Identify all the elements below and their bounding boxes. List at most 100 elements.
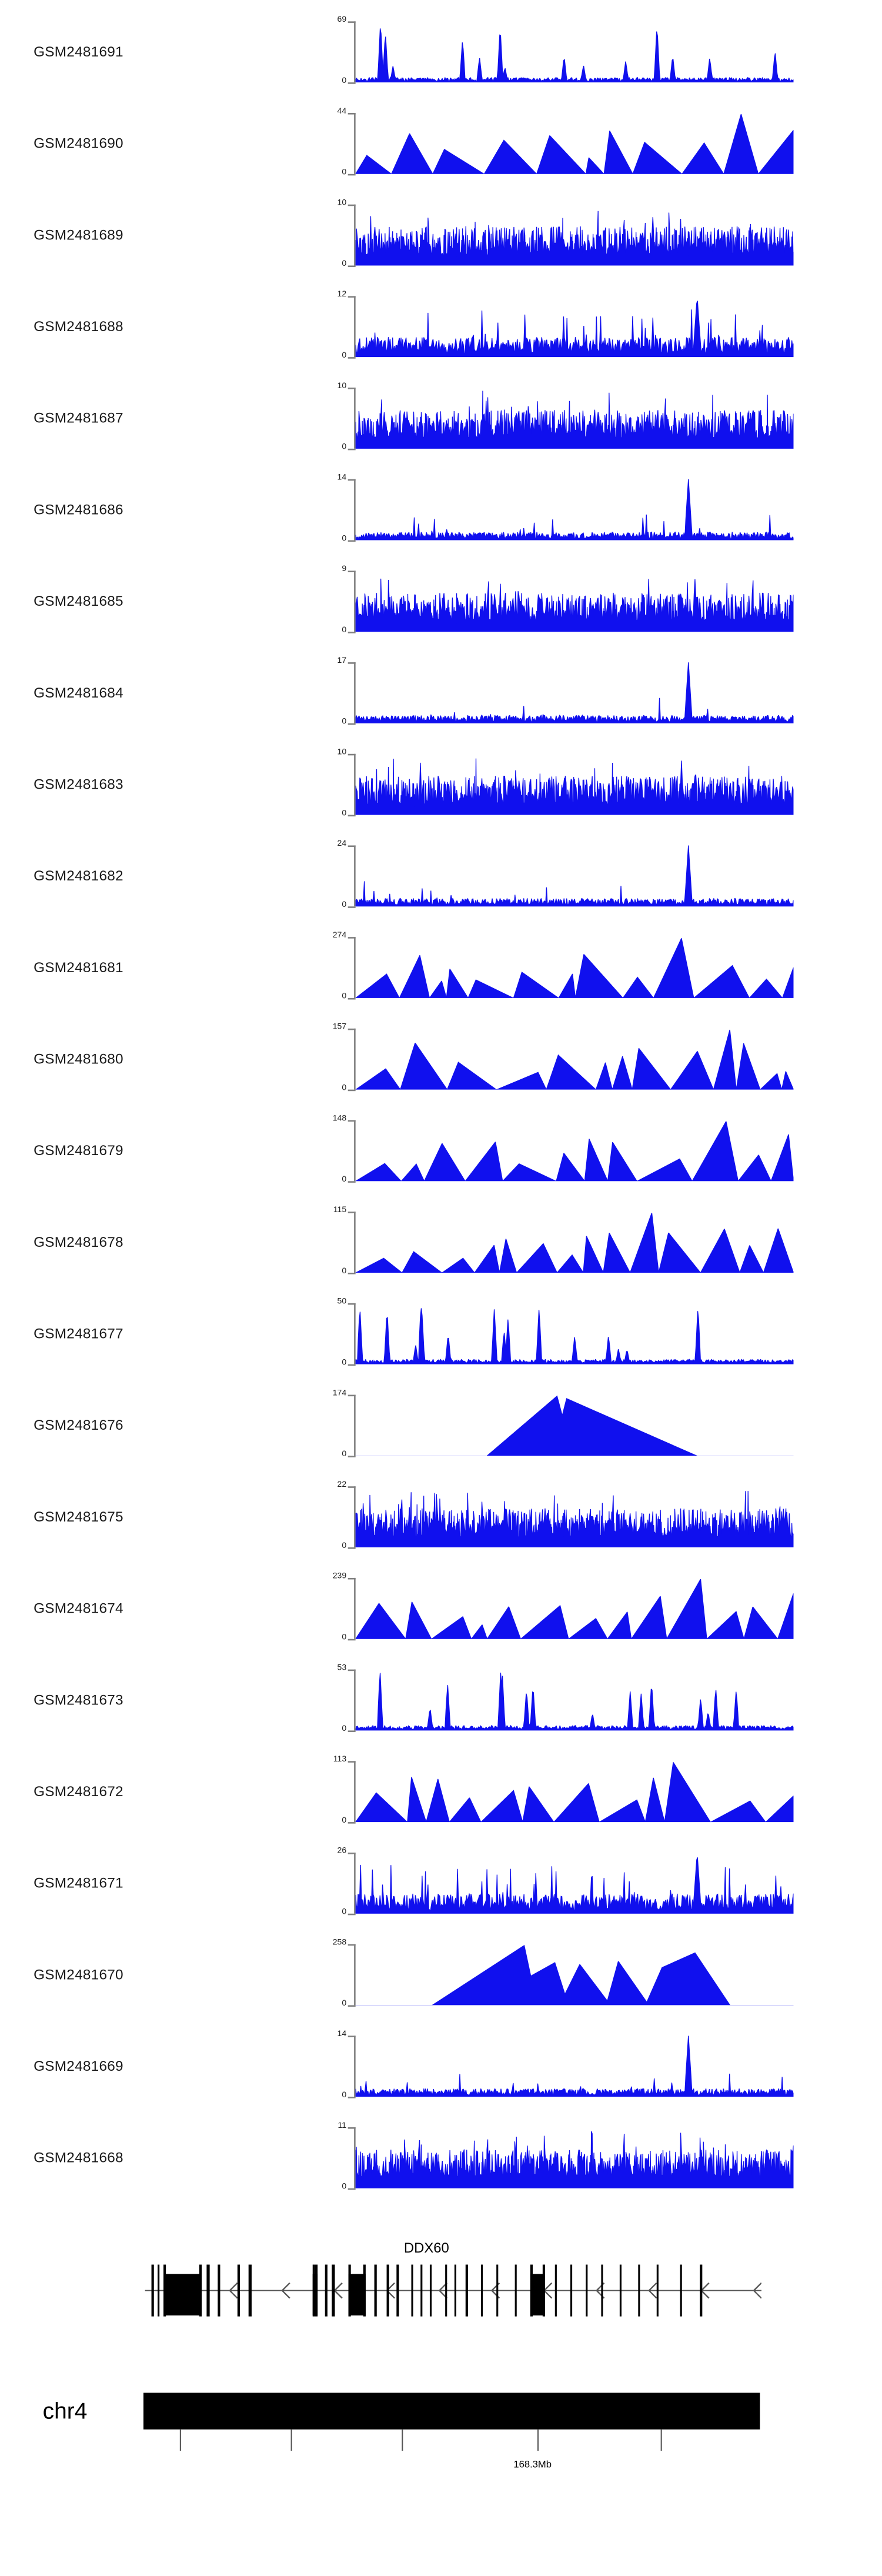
track-plot[interactable]: 69 0	[338, 16, 794, 86]
track-plot[interactable]: 274 0	[333, 932, 794, 1002]
signal-track[interactable]: GSM2481675 22 0	[0, 1481, 882, 1578]
y-axis-tick-min	[348, 1547, 356, 1549]
signal-track[interactable]: GSM2481691 69 0	[0, 16, 882, 113]
coordinate-ruler	[143, 2429, 760, 2451]
gene-annotation-track[interactable]: DDX60	[0, 2240, 882, 2341]
y-axis-max-value: 10	[337, 199, 347, 208]
signal-track[interactable]: GSM2481680 157 0	[0, 1023, 882, 1120]
signal-track[interactable]: GSM2481683 10 0	[0, 748, 882, 846]
y-axis-max-value: 113	[333, 1755, 347, 1765]
y-axis-line	[354, 1486, 356, 1548]
y-axis-max-value: 14	[337, 2030, 347, 2040]
signal-track[interactable]: GSM2481679 148 0	[0, 1115, 882, 1212]
y-axis-min-value: 0	[342, 1816, 347, 1826]
y-axis-min-value: 0	[342, 1359, 347, 1368]
coverage-wiggle	[355, 1029, 794, 1090]
signal-track[interactable]: GSM2481690 44 0	[0, 108, 882, 205]
chromosome-bar[interactable]	[143, 2393, 760, 2430]
y-axis-min-value: 0	[342, 168, 347, 178]
coverage-wiggle	[355, 1853, 794, 1914]
y-axis-line	[354, 1212, 356, 1273]
signal-track[interactable]: GSM2481671 26 0	[0, 1847, 882, 1944]
track-plot[interactable]: 44 0	[338, 108, 794, 178]
track-plot[interactable]: 53 0	[338, 1664, 794, 1734]
track-sample-label: GSM2481669	[34, 2057, 123, 2074]
coverage-wiggle	[355, 296, 794, 358]
y-axis-max-value: 11	[338, 2121, 347, 2131]
track-plot[interactable]: 14 0	[338, 2030, 794, 2100]
y-axis-min-value: 0	[342, 1633, 347, 1643]
track-sample-label: GSM2481676	[34, 1416, 123, 1433]
signal-track[interactable]: GSM2481674 239 0	[0, 1573, 882, 1670]
coverage-wiggle	[355, 479, 794, 540]
y-axis-max-value: 12	[337, 290, 347, 300]
track-sample-label: GSM2481681	[34, 958, 123, 976]
signal-track[interactable]: GSM2481678 115 0	[0, 1206, 882, 1303]
y-axis-line	[354, 388, 356, 449]
y-axis-min-value: 0	[342, 1541, 347, 1551]
track-plot[interactable]: 12 0	[338, 291, 794, 361]
track-plot[interactable]: 11 0	[338, 2122, 794, 2192]
track-plot[interactable]: 148 0	[333, 1115, 794, 1184]
signal-track[interactable]: GSM2481689 10 0	[0, 199, 882, 296]
y-axis-max-value: 26	[337, 1847, 347, 1856]
track-plot[interactable]: 26 0	[338, 1847, 794, 1917]
y-axis-tick-max	[348, 1028, 356, 1030]
y-axis-tick-max	[348, 1394, 356, 1397]
y-axis-min-value: 0	[342, 1450, 347, 1460]
track-sample-label: GSM2481679	[34, 1141, 123, 1159]
y-axis-min-value: 0	[342, 1999, 347, 2009]
track-plot[interactable]: 113 0	[333, 1756, 794, 1826]
signal-track[interactable]: GSM2481681 274 0	[0, 932, 882, 1029]
y-axis-line	[354, 1852, 356, 1914]
signal-track[interactable]: GSM2481686 14 0	[0, 473, 882, 571]
signal-track[interactable]: GSM2481688 12 0	[0, 291, 882, 388]
y-axis-line	[354, 2036, 356, 2097]
signal-track[interactable]: GSM2481672 113 0	[0, 1756, 882, 1853]
y-axis-tick-min	[348, 540, 356, 542]
signal-track[interactable]: GSM2481673 53 0	[0, 1664, 882, 1761]
y-axis-line	[354, 21, 356, 83]
coverage-wiggle	[355, 1670, 794, 1731]
signal-track[interactable]: GSM2481684 17 0	[0, 657, 882, 754]
track-plot[interactable]: 239 0	[333, 1573, 794, 1642]
track-plot[interactable]: 14 0	[338, 473, 794, 543]
y-axis-min-value: 0	[342, 2091, 347, 2101]
track-plot[interactable]: 258 0	[333, 1938, 794, 2008]
track-plot[interactable]: 17 0	[338, 657, 794, 727]
signal-track[interactable]: GSM2481668 11 0	[0, 2122, 882, 2219]
signal-track[interactable]: GSM2481670 258 0	[0, 1938, 882, 2036]
y-axis-tick-min	[348, 723, 356, 725]
track-plot[interactable]: 115 0	[333, 1206, 794, 1276]
y-axis-tick-max	[348, 753, 356, 756]
y-axis-min-value: 0	[342, 1908, 347, 1917]
gene-name-label: DDX60	[403, 2240, 449, 2255]
coverage-wiggle	[355, 205, 794, 266]
track-plot[interactable]: 10 0	[338, 748, 794, 818]
track-plot[interactable]: 10 0	[338, 382, 794, 452]
signal-track[interactable]: GSM2481685 9 0	[0, 565, 882, 662]
y-axis-tick-min	[348, 1272, 356, 1274]
signal-track[interactable]: GSM2481676 174 0	[0, 1389, 882, 1487]
track-sample-label: GSM2481675	[34, 1507, 123, 1525]
signal-track[interactable]: GSM2481682 24 0	[0, 840, 882, 937]
y-axis-max-value: 10	[337, 748, 347, 758]
signal-track[interactable]: GSM2481687 10 0	[0, 382, 882, 479]
signal-track[interactable]: GSM2481677 50 0	[0, 1297, 882, 1395]
y-axis-tick-max	[348, 2036, 356, 2037]
signal-track[interactable]: GSM2481669 14 0	[0, 2030, 882, 2127]
coverage-wiggle	[355, 845, 794, 907]
track-plot[interactable]: 22 0	[338, 1481, 794, 1551]
track-plot[interactable]: 157 0	[333, 1023, 794, 1093]
track-plot[interactable]: 50 0	[338, 1297, 794, 1367]
track-sample-label: GSM2481683	[34, 775, 123, 792]
y-axis-tick-max	[348, 479, 356, 481]
track-plot[interactable]: 174 0	[333, 1389, 794, 1459]
y-axis-tick-max	[348, 1303, 356, 1305]
track-plot[interactable]: 10 0	[338, 199, 794, 269]
track-plot[interactable]: 24 0	[338, 840, 794, 910]
gene-model-glyph[interactable]	[145, 2264, 762, 2317]
y-axis-tick-min	[348, 448, 356, 451]
coverage-wiggle	[355, 662, 794, 723]
